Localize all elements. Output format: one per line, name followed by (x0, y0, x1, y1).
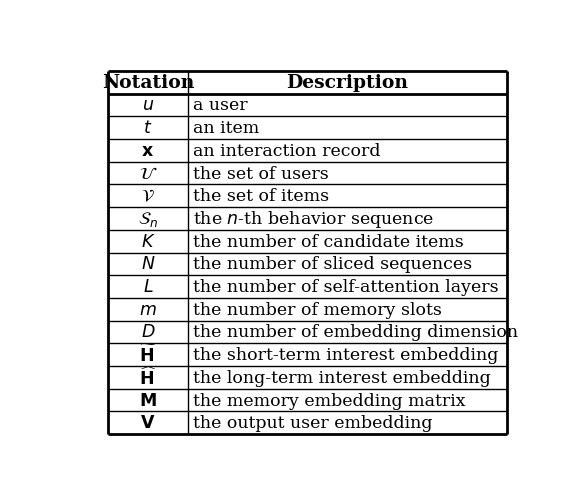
Text: the number of memory slots: the number of memory slots (193, 301, 442, 318)
Text: the short-term interest embedding: the short-term interest embedding (193, 347, 499, 364)
Bar (188, 412, 507, 434)
Text: the number of candidate items: the number of candidate items (193, 233, 464, 250)
Text: $u$: $u$ (142, 97, 154, 114)
Bar (108, 230, 188, 253)
Bar (188, 366, 507, 389)
Bar (188, 185, 507, 208)
Bar (108, 321, 188, 344)
Bar (188, 389, 507, 412)
Bar (108, 276, 188, 298)
Text: $\widehat{\mathbf{H}}$: $\widehat{\mathbf{H}}$ (139, 367, 157, 389)
Bar (108, 140, 188, 162)
Text: $t$: $t$ (143, 120, 153, 137)
Text: Description: Description (286, 74, 408, 92)
Bar (108, 412, 188, 434)
Bar (188, 208, 507, 230)
Bar (188, 321, 507, 344)
Text: the memory embedding matrix: the memory embedding matrix (193, 392, 466, 409)
Bar (188, 140, 507, 162)
Text: Notation: Notation (102, 74, 194, 92)
Text: $\mathbf{x}$: $\mathbf{x}$ (142, 142, 154, 159)
Bar (188, 230, 507, 253)
Text: $N$: $N$ (140, 256, 155, 273)
Bar (108, 366, 188, 389)
Text: a user: a user (193, 97, 248, 114)
Text: $\mathbf{V}$: $\mathbf{V}$ (140, 414, 155, 431)
Bar (188, 72, 507, 94)
Text: the $n$-th behavior sequence: the $n$-th behavior sequence (193, 208, 435, 229)
Bar (188, 94, 507, 117)
Bar (108, 185, 188, 208)
Bar (188, 344, 507, 366)
Text: $\mathbf{M}$: $\mathbf{M}$ (139, 392, 157, 409)
Text: the long-term interest embedding: the long-term interest embedding (193, 369, 491, 386)
Bar (108, 253, 188, 276)
Text: an interaction record: an interaction record (193, 142, 381, 159)
Text: $\mathcal{V}$: $\mathcal{V}$ (141, 188, 155, 205)
Bar (108, 94, 188, 117)
Bar (108, 162, 188, 185)
Bar (108, 117, 188, 140)
Text: the number of sliced sequences: the number of sliced sequences (193, 256, 472, 273)
Text: $\widetilde{\mathbf{H}}$: $\widetilde{\mathbf{H}}$ (139, 345, 157, 366)
Text: the output user embedding: the output user embedding (193, 414, 433, 431)
Bar (108, 72, 188, 94)
Bar (188, 298, 507, 321)
Text: the number of embedding dimension: the number of embedding dimension (193, 324, 518, 341)
Text: $\mathcal{S}_n$: $\mathcal{S}_n$ (138, 209, 158, 228)
Bar (108, 298, 188, 321)
Text: $L$: $L$ (143, 279, 153, 296)
Bar (188, 162, 507, 185)
Text: $K$: $K$ (140, 233, 155, 250)
Text: $\mathcal{U}$: $\mathcal{U}$ (139, 165, 157, 182)
Bar (188, 117, 507, 140)
Bar (108, 208, 188, 230)
Bar (188, 276, 507, 298)
Text: the number of self-attention layers: the number of self-attention layers (193, 279, 499, 296)
Text: $D$: $D$ (140, 324, 155, 341)
Bar (108, 344, 188, 366)
Text: the set of users: the set of users (193, 165, 329, 182)
Text: the set of items: the set of items (193, 188, 329, 205)
Text: $m$: $m$ (139, 301, 157, 318)
Bar (108, 389, 188, 412)
Bar (188, 253, 507, 276)
Text: an item: an item (193, 120, 260, 137)
